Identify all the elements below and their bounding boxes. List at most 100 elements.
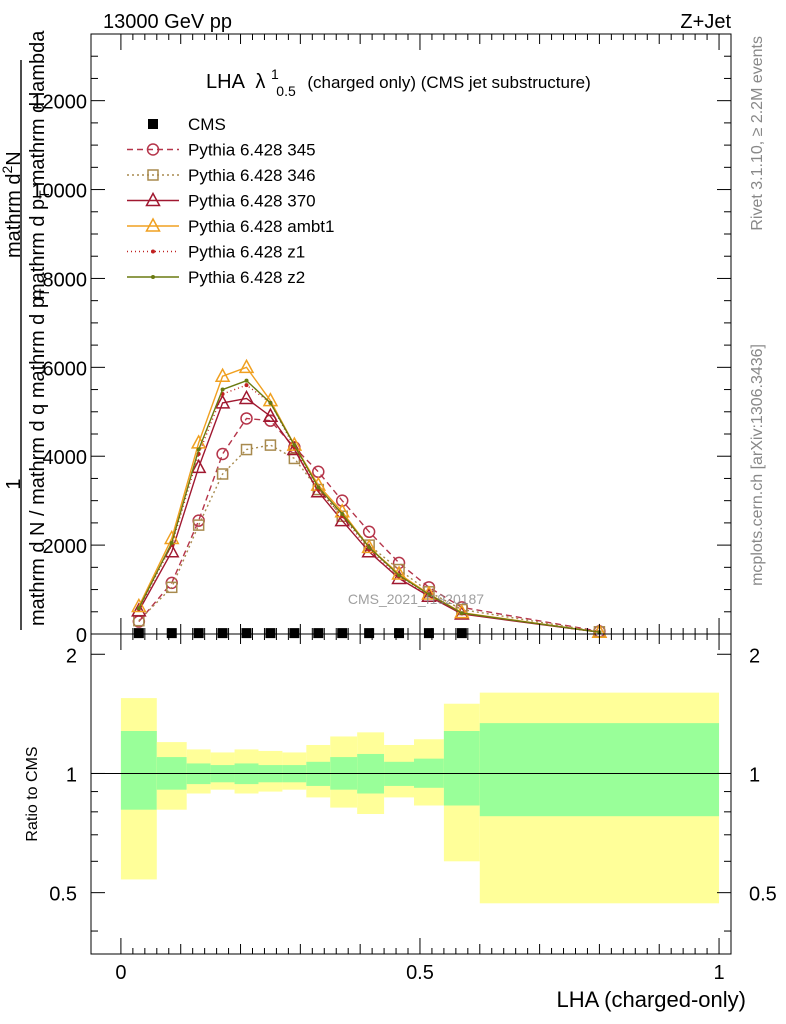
data-point-cms bbox=[193, 628, 204, 639]
y-tick-label: 4000 bbox=[43, 447, 88, 469]
data-point-p345 bbox=[216, 447, 229, 461]
data-point-cms bbox=[133, 628, 144, 639]
data-point-cms bbox=[423, 628, 434, 639]
data-point-p346 bbox=[165, 581, 178, 594]
data-point-p370 bbox=[334, 512, 350, 527]
ratio-y-tick-label: 2 bbox=[66, 645, 77, 667]
data-point-z2 bbox=[169, 540, 174, 545]
legend-entry-p345: Pythia 6.428 345 bbox=[127, 141, 316, 160]
y-tick-label: 10000 bbox=[31, 181, 87, 203]
ratio-x-axis: 0 0.5 1 bbox=[115, 634, 725, 984]
data-point-cms bbox=[337, 628, 348, 639]
ratio-band-green bbox=[479, 723, 720, 817]
data-point-cms bbox=[313, 628, 324, 639]
legend-entry-ambt1: Pythia 6.428 ambt1 bbox=[127, 217, 334, 236]
data-point-ambt1 bbox=[214, 367, 231, 382]
ratio-y-tick-label: 1 bbox=[66, 764, 77, 786]
legend: CMS Pythia 6.428 345 Pythia 6.428 346 Pythi… bbox=[127, 115, 334, 287]
data-point-p346 bbox=[192, 519, 205, 531]
data-point-z2 bbox=[316, 485, 321, 490]
data-point-ambt1 bbox=[238, 358, 255, 374]
series-line-z2 bbox=[138, 379, 600, 633]
title-subscript: 0.5 bbox=[276, 83, 296, 99]
ratio-y-axis: 0.5 0.5 1 1 2 2 bbox=[49, 645, 777, 932]
data-point-ambt1 bbox=[286, 436, 303, 451]
legend-marker bbox=[145, 191, 161, 207]
mcplots-label: mcplots.cern.ch [arXiv:1306.3436] bbox=[749, 344, 766, 586]
legend-marker bbox=[145, 217, 161, 232]
ratio-panel: 0.5 0.5 1 1 2 2 0 0.5 1 bbox=[49, 633, 777, 984]
data-point-z2 bbox=[244, 378, 249, 383]
y-tick-label: 8000 bbox=[43, 269, 88, 291]
energy-label: 13000 GeV pp bbox=[103, 11, 232, 33]
legend-marker bbox=[146, 143, 160, 156]
legend-label: CMS bbox=[188, 115, 226, 134]
data-point-z2 bbox=[340, 512, 345, 516]
data-point-p370 bbox=[238, 389, 255, 405]
legend-marker bbox=[151, 249, 155, 254]
title-lambda: λ bbox=[255, 71, 265, 93]
rivet-label: Rivet 3.1.10, ≥ 2.2M events bbox=[749, 36, 766, 231]
ylabel-denominator: mathrm d N / mathrm d q mathrm d pT bbox=[27, 288, 52, 626]
y-tick-label: 12000 bbox=[31, 92, 87, 114]
ratio-band-green bbox=[443, 731, 480, 806]
data-point-cms bbox=[265, 628, 276, 639]
title-suffix: (charged only) (CMS jet substructure) bbox=[307, 73, 590, 92]
x-axis-label: LHA (charged-only) bbox=[556, 987, 746, 1012]
series-line-p370 bbox=[138, 397, 600, 633]
data-point-p346 bbox=[216, 468, 229, 480]
legend-label: Pythia 6.428 z1 bbox=[188, 243, 305, 262]
y-tick-label: 2000 bbox=[43, 536, 88, 558]
x-tick-label: 0 bbox=[115, 962, 126, 984]
main-panel: 0 2000 4000 6000 8000 10000 12000 bbox=[31, 33, 732, 647]
ylabel-right-bottom: mathrm d pTmathrm d lambda bbox=[27, 30, 52, 300]
data-point-z2 bbox=[426, 592, 431, 597]
data-point-p346 bbox=[264, 439, 277, 451]
data-point-z2 bbox=[397, 573, 402, 578]
data-point-p345 bbox=[362, 525, 376, 539]
legend-label: Pythia 6.428 z2 bbox=[188, 268, 305, 287]
y-tick-label: 6000 bbox=[43, 358, 88, 380]
ratio-bands bbox=[120, 692, 720, 904]
data-point-ambt1 bbox=[131, 597, 147, 613]
main-series-layer bbox=[131, 358, 608, 639]
x-tick-label: 1 bbox=[713, 962, 724, 984]
main-y-axis-label: 1 mathrm d N / mathrm d q mathrm d pT ma… bbox=[0, 30, 52, 630]
data-point-z2 bbox=[367, 545, 372, 550]
series-line-p345 bbox=[138, 417, 600, 633]
legend-label: Pythia 6.428 370 bbox=[188, 192, 316, 211]
data-point-z1 bbox=[244, 383, 249, 388]
legend-marker bbox=[147, 169, 159, 181]
data-point-cms bbox=[394, 628, 405, 639]
data-point-p370 bbox=[131, 602, 147, 617]
ratio-y-tick-label-right: 2 bbox=[749, 645, 760, 667]
title-lha: LHA bbox=[206, 71, 246, 93]
data-point-z2 bbox=[268, 400, 273, 405]
legend-label: Pythia 6.428 346 bbox=[188, 166, 316, 185]
main-frame bbox=[90, 33, 732, 635]
legend-marker bbox=[151, 275, 155, 279]
data-point-p345 bbox=[312, 465, 325, 479]
legend-entry-z1: Pythia 6.428 z1 bbox=[127, 243, 305, 262]
ratio-band-green bbox=[120, 731, 157, 810]
data-point-p370 bbox=[190, 458, 207, 474]
process-label: Z+Jet bbox=[680, 11, 731, 33]
legend-entry-z2: Pythia 6.428 z2 bbox=[127, 268, 305, 287]
data-point-z2 bbox=[136, 606, 141, 611]
data-point-cms bbox=[289, 628, 300, 639]
analysis-watermark: CMS_2021_I1920187 bbox=[348, 591, 484, 607]
x-tick-label: 0.5 bbox=[406, 962, 434, 984]
data-point-cms bbox=[456, 628, 467, 639]
legend-entry-cms: CMS bbox=[148, 115, 226, 134]
main-x-ticks bbox=[120, 34, 720, 634]
title-superscript: 1 bbox=[271, 66, 279, 82]
data-point-p370 bbox=[262, 407, 279, 422]
data-point-p346 bbox=[240, 443, 253, 456]
data-point-cms bbox=[166, 628, 177, 639]
main-y-axis: 0 2000 4000 6000 8000 10000 12000 bbox=[31, 33, 731, 647]
data-point-z2 bbox=[196, 447, 201, 452]
data-point-p370 bbox=[286, 440, 303, 456]
ylabel-right-top: mathrm d2N bbox=[0, 151, 25, 258]
ratio-y-tick-label-right: 0.5 bbox=[749, 884, 777, 906]
